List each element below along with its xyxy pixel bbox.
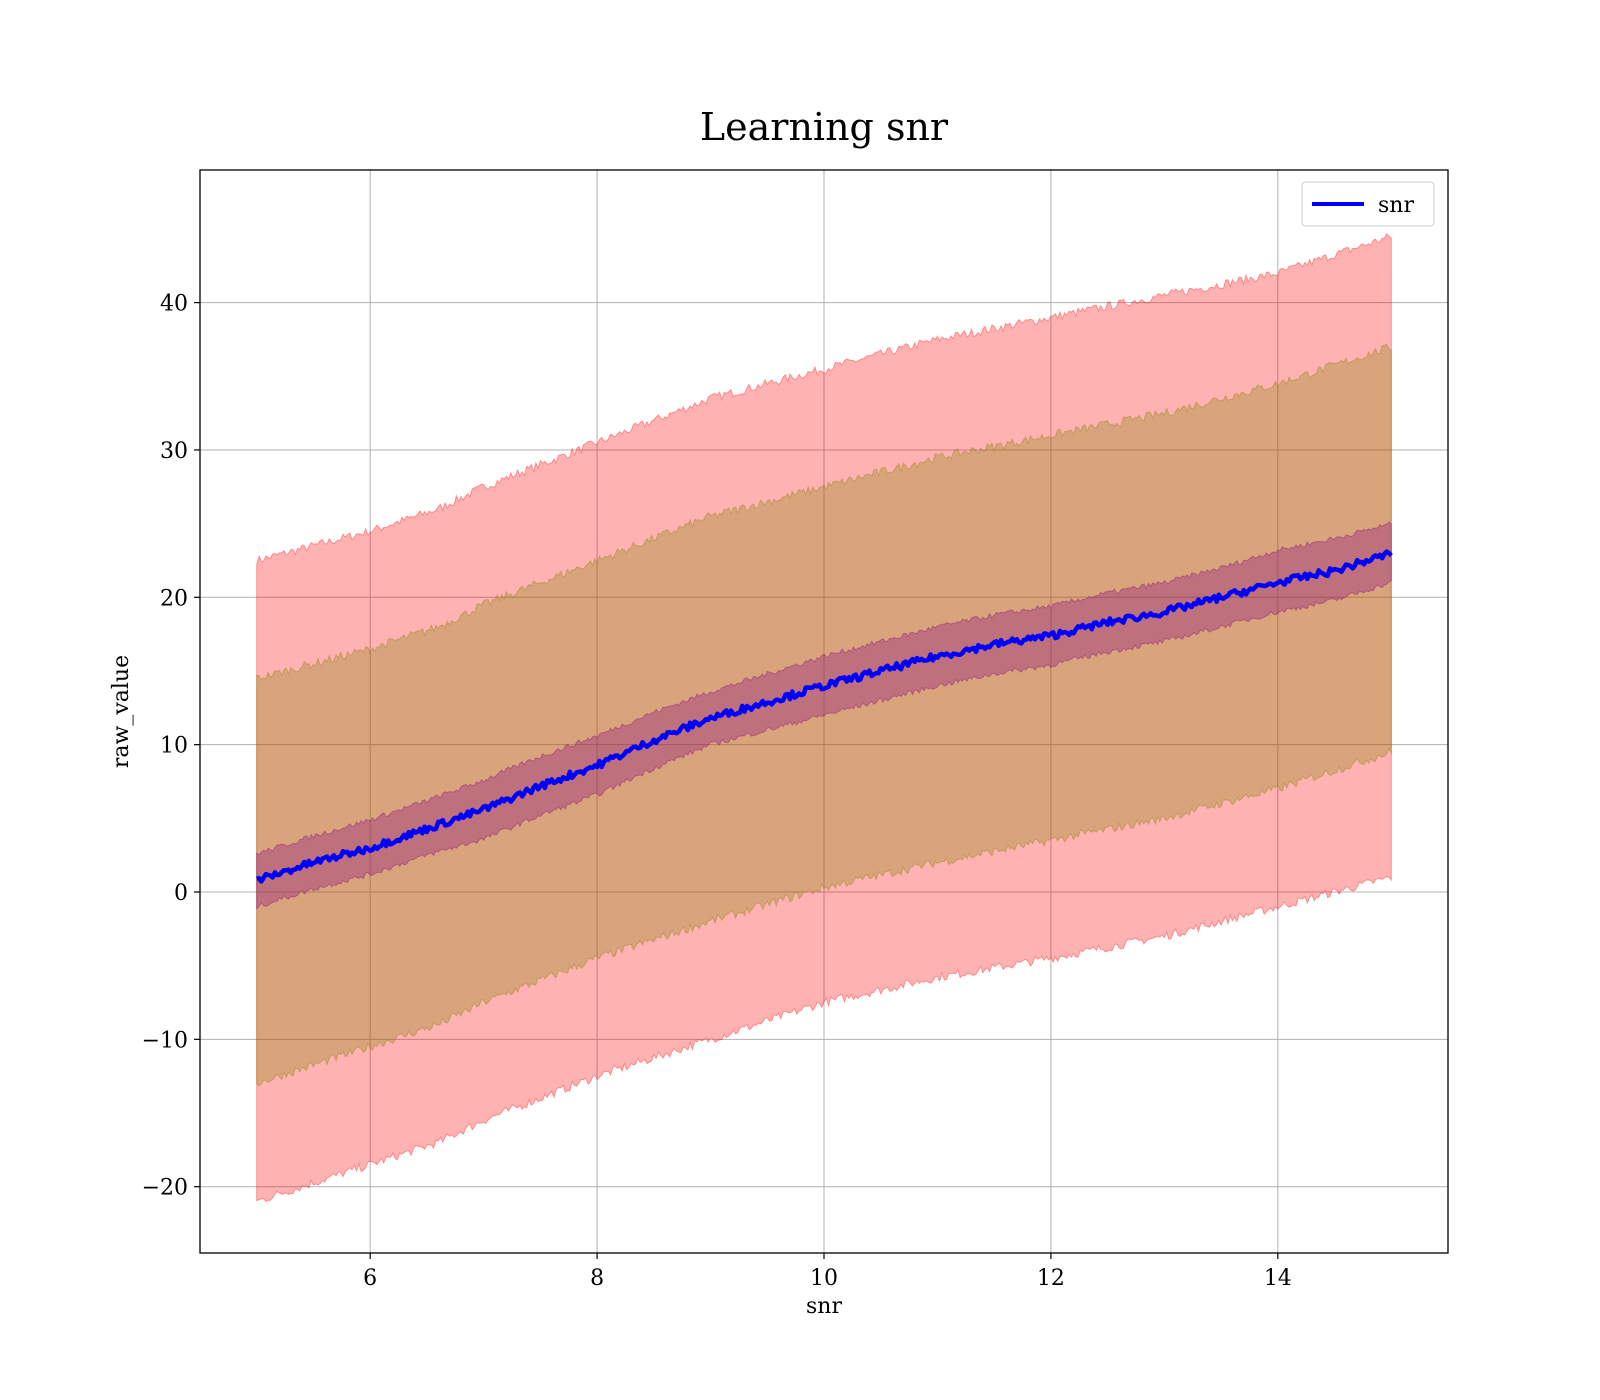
y-tick-label-1: −10 [142, 1028, 188, 1053]
y-tick-label-4: 20 [160, 586, 188, 611]
x-tick-label-4: 14 [1264, 1266, 1292, 1291]
grid-layer [200, 170, 1448, 1253]
x-tick-label-0: 6 [363, 1266, 377, 1291]
x-axis-label: snr [806, 1294, 842, 1319]
y-axis-label: raw_value [109, 655, 134, 768]
line-layer [256, 549, 1393, 884]
y-tick-label-3: 10 [160, 734, 188, 759]
y-tick-label-0: −20 [142, 1176, 188, 1201]
x-tick-label-1: 8 [590, 1266, 604, 1291]
y-tick-label-6: 40 [160, 292, 188, 317]
legend-box [1301, 181, 1435, 227]
y-tick-label-5: 30 [160, 439, 188, 464]
series-line-snr [256, 549, 1393, 884]
tick-layer: 6 8 10 12 14 −20 −10 0 10 20 30 40 [142, 292, 1292, 1291]
y-tick-label-2: 0 [174, 881, 188, 906]
band-outer [256, 233, 1392, 1203]
legend-label-snr: snr [1378, 193, 1414, 218]
x-tick-label-2: 10 [810, 1266, 838, 1291]
legend: snr [1301, 181, 1435, 227]
chart-title: Learning snr [700, 105, 949, 149]
x-tick-label-3: 12 [1037, 1266, 1065, 1291]
band-middle [256, 343, 1392, 1087]
